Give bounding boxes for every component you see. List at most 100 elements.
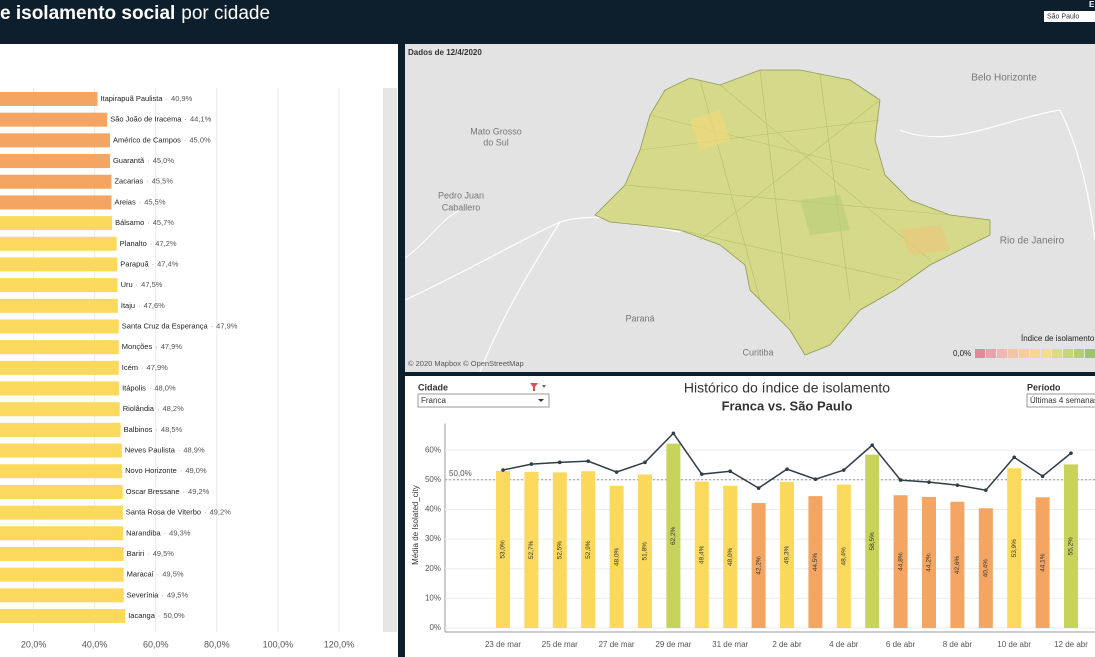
- bar-label: Areias · 45,5%: [114, 197, 165, 206]
- bar: [1007, 468, 1022, 628]
- place-label: Belo Horizonte: [971, 73, 1037, 84]
- y-tick-label: 10%: [425, 593, 441, 602]
- city-filter-label: Cidade: [418, 382, 448, 392]
- value-label: 44,1%: [190, 115, 212, 124]
- label-separator: ·: [166, 94, 169, 103]
- bar-value-label: 53,9%: [1011, 539, 1018, 558]
- city-name: Itaju: [121, 301, 135, 310]
- x-tick-label: 80,0%: [204, 639, 230, 649]
- bar-value-label: 49,3%: [784, 546, 791, 565]
- legend-swatch: [1041, 349, 1051, 358]
- bar-label: Bálsamo · 45,7%: [115, 218, 174, 227]
- bar-value-label: 42,2%: [755, 556, 762, 575]
- bar: [0, 567, 124, 582]
- city-name: Uru: [121, 280, 133, 289]
- bar-label: Balbinos · 48,5%: [124, 425, 183, 434]
- bar: [524, 471, 539, 628]
- value-label: 47,9%: [161, 342, 183, 351]
- label-separator: ·: [158, 611, 161, 620]
- title-bold: e isolamento social: [0, 3, 175, 24]
- x-tick-label: 60,0%: [143, 639, 169, 649]
- bar-chart: 20,0% 40,0% 60,0% 80,0% 100,0% 120,0% Itapirap…: [0, 88, 354, 649]
- bar: [723, 485, 738, 628]
- bar-value-label: 52,9%: [585, 540, 592, 559]
- filter-menu-icon[interactable]: [542, 385, 546, 388]
- place-label: do Sul: [483, 137, 509, 147]
- place-label: Curitiba: [742, 347, 773, 357]
- bar: [552, 472, 567, 628]
- label-separator: ·: [184, 135, 187, 144]
- map-region: [800, 195, 850, 235]
- x-tick-label: 6 de abr: [886, 640, 916, 649]
- filter-icon[interactable]: [530, 383, 538, 391]
- line-point: [501, 468, 505, 472]
- bar-label: Monções · 47,9%: [122, 342, 183, 351]
- bar-label: Zacarias · 45,5%: [114, 177, 173, 186]
- legend-swatch: [997, 349, 1007, 358]
- map-region: [900, 225, 950, 255]
- bar: [0, 92, 98, 106]
- y-tick-label: 0%: [429, 623, 441, 632]
- y-tick-label: 60%: [425, 445, 441, 454]
- bar-label: Guarantã · 45,0%: [113, 156, 174, 165]
- municipality-borders: [624, 69, 951, 321]
- place-label: Pedro Juan: [438, 190, 484, 200]
- value-label: 40,9%: [171, 94, 193, 103]
- bar: [581, 471, 596, 628]
- scrollbar[interactable]: [383, 88, 397, 632]
- value-label: 48,0%: [154, 384, 176, 393]
- title-rest: por cidade: [181, 3, 270, 24]
- bar: [950, 501, 965, 628]
- value-label: 47,4%: [157, 259, 179, 268]
- city-name: Icém: [122, 363, 138, 372]
- y-tick-label: 40%: [425, 505, 441, 514]
- bar-label: Itapirapuã Paulista · 40,9%: [100, 94, 192, 103]
- city-name: São João de Iracema: [110, 115, 182, 124]
- legend-swatch: [975, 349, 985, 358]
- value-label: 45,5%: [152, 177, 174, 186]
- y-tick-label: 30%: [425, 534, 441, 543]
- bar: [0, 195, 112, 210]
- x-tick-label: 2 de abr: [772, 640, 802, 649]
- legend-swatch: [986, 349, 996, 358]
- period-dropdown[interactable]: [1026, 393, 1095, 408]
- label-separator: ·: [164, 528, 167, 537]
- line-point: [870, 443, 874, 447]
- city-value: Franca: [421, 396, 446, 405]
- city-name: Bálsamo: [115, 218, 144, 227]
- value-label: 49,5%: [153, 549, 175, 558]
- y-axis-label: Média de Isolated_city: [411, 485, 420, 565]
- line-point: [643, 460, 647, 465]
- bar: [0, 609, 126, 623]
- page-title: e isolamento social por cidade: [0, 3, 270, 24]
- value-label: 49,2%: [210, 508, 232, 517]
- legend-swatch: [1030, 349, 1040, 358]
- state-dropdown[interactable]: [1044, 11, 1095, 22]
- label-separator: ·: [178, 446, 181, 455]
- bar-value-label: 53,0%: [500, 540, 507, 559]
- x-tick-label: 40,0%: [82, 639, 108, 649]
- chart-subtitle: Franca vs. São Paulo: [722, 398, 853, 413]
- state-map: [594, 69, 991, 356]
- city-name: Guarantã: [113, 156, 145, 165]
- bar: [0, 360, 119, 375]
- label-separator: ·: [184, 115, 187, 124]
- bar: [0, 484, 123, 499]
- legend-title: Índice de isolamento: [1021, 334, 1095, 343]
- value-label: 47,9%: [147, 363, 169, 372]
- city-name: Itápolis: [122, 384, 146, 393]
- city-dropdown[interactable]: [417, 393, 550, 408]
- bar-value-label: 62,2%: [670, 526, 677, 545]
- bar: [978, 508, 993, 628]
- x-tick-label: 31 de mar: [712, 640, 748, 649]
- label-separator: ·: [150, 239, 153, 248]
- bar: [609, 485, 624, 628]
- bar-value-label: 44,8%: [897, 552, 904, 571]
- map-border: [404, 209, 461, 259]
- city-name: Areias: [114, 197, 136, 206]
- label-separator: ·: [157, 570, 160, 579]
- legend-swatch: [1052, 349, 1062, 358]
- label-separator: ·: [147, 156, 150, 165]
- city-name: Severínia: [127, 590, 160, 599]
